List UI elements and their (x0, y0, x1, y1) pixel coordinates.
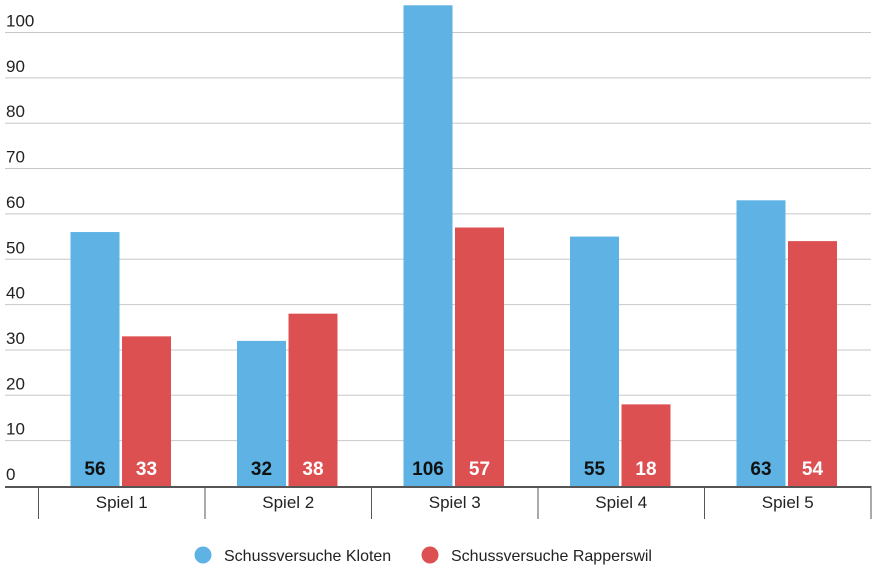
bar-rapperswil-1 (122, 336, 171, 486)
bar-kloten-2 (237, 340, 286, 486)
legend-label-1: Schussversuche Kloten (224, 548, 391, 565)
y-tick-label-60: 60 (6, 193, 25, 212)
bar-rapperswil-5 (788, 241, 837, 486)
bar-value-label: 18 (635, 459, 656, 480)
bar-value-label: 57 (469, 459, 490, 480)
y-tick-label-70: 70 (6, 148, 25, 167)
legend-swatch-2 (421, 546, 439, 564)
bar-value-label: 56 (84, 459, 105, 480)
bar-value-label: 63 (750, 459, 771, 480)
bar-value-label: 32 (251, 459, 272, 480)
y-tick-label-10: 10 (6, 420, 25, 439)
bar-kloten-4 (570, 236, 619, 486)
y-tick-label-20: 20 (6, 374, 25, 393)
bar-kloten-1 (70, 232, 120, 486)
bar-value-label: 54 (802, 459, 824, 480)
bar-rapperswil-4 (621, 404, 671, 486)
bar-value-label: 33 (136, 459, 157, 480)
y-tick-label-90: 90 (6, 57, 25, 76)
y-tick-label-50: 50 (6, 238, 25, 257)
x-axis: Spiel 1 Spiel 2 Spiel 3 Spiel 4 Spiel 5 (5, 486, 872, 519)
x-tick-label-2: Spiel 2 (262, 493, 314, 512)
y-tick-label-40: 40 (6, 284, 25, 303)
y-axis-tick-labels: 0 10 20 30 40 50 60 70 80 90 100 (6, 12, 34, 485)
legend: Schussversuche Kloten Schussversuche Rapp… (194, 546, 652, 565)
y-tick-label-0: 0 (6, 465, 15, 484)
bar-kloten-3 (403, 5, 453, 486)
bar-rapperswil-3 (455, 227, 504, 486)
x-tick-label-1: Spiel 1 (96, 493, 148, 512)
y-tick-label-30: 30 (6, 329, 25, 348)
bar-kloten-5 (736, 200, 786, 487)
x-tick-label-4: Spiel 4 (595, 493, 647, 512)
bar-rapperswil-2 (288, 313, 338, 486)
bars: 56 33 32 38 106 57 55 18 63 54 (70, 5, 837, 487)
y-tick-label-80: 80 (6, 102, 25, 121)
y-tick-label-100: 100 (6, 12, 34, 31)
bar-value-label: 55 (584, 459, 606, 480)
x-tick-label-5: Spiel 5 (762, 493, 814, 512)
bar-value-label: 38 (302, 459, 323, 480)
legend-label-2: Schussversuche Rapperswil (451, 548, 652, 565)
legend-swatch-1 (194, 546, 212, 564)
x-tick-label-3: Spiel 3 (429, 493, 481, 512)
bar-value-label: 106 (412, 459, 444, 480)
